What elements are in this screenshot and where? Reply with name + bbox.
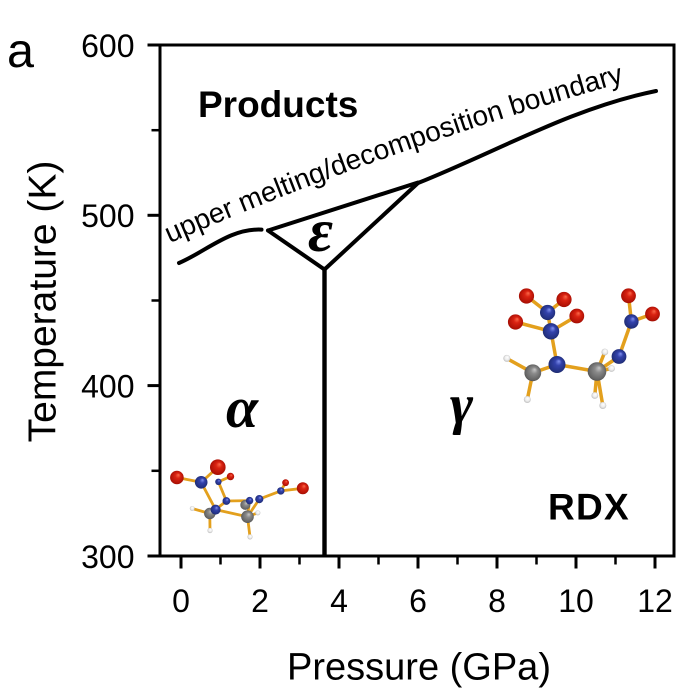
svg-text:600: 600 — [81, 28, 134, 64]
svg-text:6: 6 — [409, 583, 427, 619]
svg-text:400: 400 — [81, 368, 134, 404]
svg-text:RDX: RDX — [548, 487, 630, 528]
svg-text:α: α — [226, 375, 259, 440]
svg-text:500: 500 — [81, 198, 134, 234]
svg-text:12: 12 — [637, 583, 673, 619]
svg-text:2: 2 — [251, 583, 269, 619]
svg-text:4: 4 — [330, 583, 348, 619]
svg-text:Pressure (GPa): Pressure (GPa) — [287, 647, 551, 689]
svg-text:ε: ε — [308, 198, 333, 265]
svg-text:Temperature (K): Temperature (K) — [22, 161, 65, 443]
svg-text:γ: γ — [450, 374, 474, 436]
svg-text:0: 0 — [172, 583, 190, 619]
svg-text:300: 300 — [81, 539, 134, 575]
svg-text:a: a — [7, 24, 34, 78]
svg-text:Products: Products — [198, 84, 358, 125]
svg-text:8: 8 — [488, 583, 506, 619]
svg-text:10: 10 — [558, 583, 594, 619]
